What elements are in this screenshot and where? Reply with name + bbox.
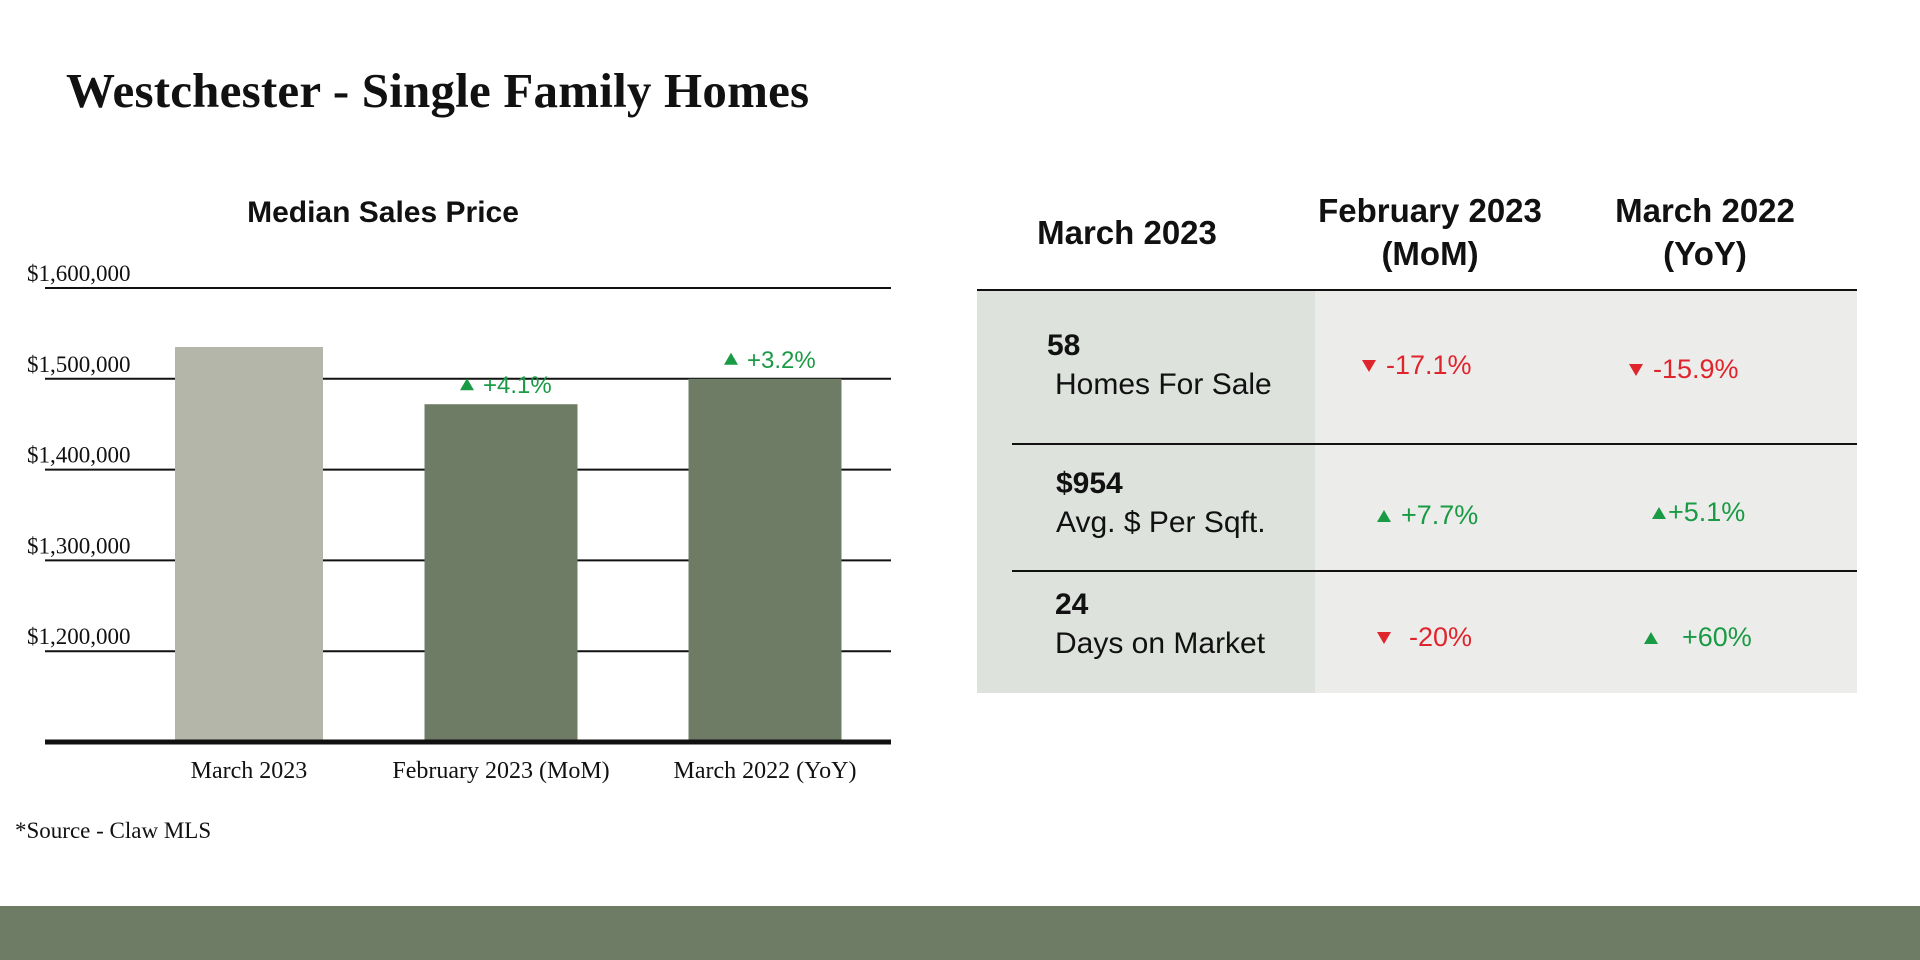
change-value: -20% (1409, 622, 1473, 652)
source-note: *Source - Claw MLS (15, 818, 212, 843)
change-mom: -20% (1377, 622, 1472, 653)
x-tick-label: March 2023 (191, 758, 308, 784)
y-tick-label: $1,500,000 (27, 352, 131, 377)
table-row: 58 Homes For Sale -17.1% -15.9% (977, 291, 1857, 443)
metric-value: $954 (1056, 467, 1123, 500)
down-arrow-icon (1362, 359, 1376, 372)
header-february-2023: February 2023 (MoM) (1318, 192, 1542, 272)
change-mom: -17.1% (1362, 350, 1472, 381)
bars (175, 347, 842, 742)
header-rule (977, 289, 1857, 291)
header-march-2023: March 2023 (1037, 213, 1217, 251)
stats-table: March 2023 February 2023 (MoM) March 202… (977, 175, 1857, 693)
up-arrow-icon (724, 352, 738, 365)
data-label: +4.1% (483, 372, 552, 399)
change-value: +60% (1682, 622, 1752, 652)
table-row: 24 Days on Market -20% +60% (977, 572, 1857, 693)
column-band-yoy-values (1560, 291, 1857, 693)
metric-value: 58 (1047, 329, 1081, 362)
down-arrow-icon (1377, 631, 1391, 644)
down-arrow-icon (1629, 363, 1643, 376)
up-arrow-icon (1652, 506, 1666, 519)
y-tick-label: $1,600,000 (27, 261, 131, 286)
table-row: $954 Avg. $ Per Sqft. +7.7% +5.1% (977, 445, 1857, 570)
metric-label: Avg. $ Per Sqft. (1056, 505, 1266, 539)
header-march-2022: March 2022 (YoY) (1615, 192, 1795, 272)
metric-label: Homes For Sale (1055, 367, 1272, 401)
x-tick-label: March 2022 (YoY) (674, 758, 857, 784)
change-yoy: -15.9% (1629, 354, 1739, 385)
page-title: Westchester - Single Family Homes (66, 63, 810, 118)
metric-homes-for-sale: 58 Homes For Sale (1047, 327, 1272, 404)
y-tick-label: $1,200,000 (27, 624, 131, 649)
bar (424, 404, 578, 742)
metric-days-on-market: 24 Days on Market (1055, 586, 1265, 663)
up-arrow-icon (1644, 631, 1658, 644)
change-yoy: +5.1% (1652, 497, 1745, 528)
metric-avg-price-per-sqft: $954 Avg. $ Per Sqft. (1056, 465, 1266, 542)
chart-title: Median Sales Price (247, 196, 519, 229)
x-axis-ticks: March 2023 February 2023 (MoM) March 2022 … (191, 758, 857, 784)
change-value: -15.9% (1653, 354, 1739, 384)
change-value: +5.1% (1668, 497, 1746, 527)
change-yoy: +60% (1644, 622, 1752, 653)
row-divider (1012, 570, 1857, 572)
change-mom: +7.7% (1377, 500, 1478, 531)
y-tick-label: $1,300,000 (27, 533, 131, 558)
bar (175, 347, 323, 742)
footer-bar (0, 906, 1920, 960)
up-arrow-icon (1377, 509, 1391, 522)
column-band-mom-values (1315, 291, 1560, 693)
x-tick-label: February 2023 (MoM) (392, 758, 609, 784)
y-tick-label: $1,400,000 (27, 443, 131, 468)
bar (688, 378, 842, 742)
up-arrow-icon (460, 378, 474, 391)
metric-value: 24 (1055, 588, 1089, 621)
y-axis-ticks: $1,200,000 $1,300,000 $1,400,000 $1,500,000… (27, 261, 131, 649)
row-divider (1012, 443, 1857, 445)
metric-label: Days on Market (1055, 626, 1266, 660)
change-value: -17.1% (1386, 350, 1472, 380)
change-value: +7.7% (1401, 500, 1479, 530)
data-label: +3.2% (747, 347, 816, 374)
column-band-mom (977, 291, 1315, 693)
data-labels: +4.1% +3.2% (460, 347, 816, 399)
